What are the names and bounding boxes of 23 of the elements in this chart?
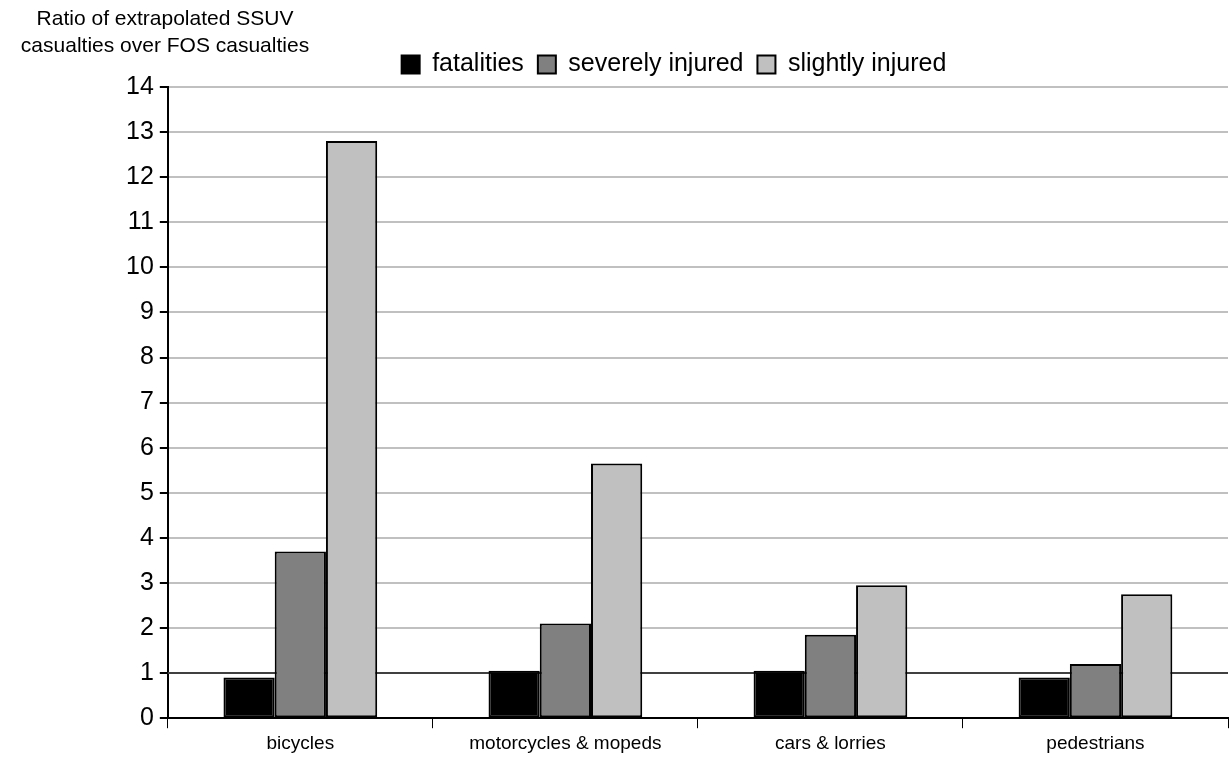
legend-label: slightly injured	[787, 48, 947, 77]
y-tick-label: 14	[126, 70, 154, 99]
y-tick-label: 8	[139, 341, 154, 370]
x-tick-label: cars & lorries	[775, 731, 886, 753]
y-tick-label: 2	[139, 611, 154, 640]
y-tick-label: 1	[139, 657, 154, 685]
y-tick-label: 6	[139, 431, 154, 460]
y-tick-label: 5	[139, 476, 154, 505]
y-tick-label: 0	[139, 702, 154, 731]
y-tick-label: 9	[139, 296, 154, 325]
y-tick-label: 4	[139, 521, 154, 550]
y-tick-label: 7	[139, 386, 154, 415]
y-tick-label: 10	[126, 251, 154, 280]
y-tick-label: 13	[126, 115, 154, 144]
y-tick-label: 12	[126, 161, 154, 190]
y-axis-title: Ratio of extrapolated SSUV casualties over FOS casualties	[19, 5, 311, 58]
x-tick-label: motorcycles & mopeds	[469, 731, 662, 753]
y-tick-label: 3	[139, 566, 154, 595]
x-tick-label: pedestrians	[1046, 731, 1145, 753]
x-tick-label: bicycles	[266, 731, 335, 753]
y-tick-label: 11	[127, 206, 154, 235]
legend-label: fatalities	[432, 48, 524, 77]
legend-label: severely injured	[568, 48, 744, 77]
